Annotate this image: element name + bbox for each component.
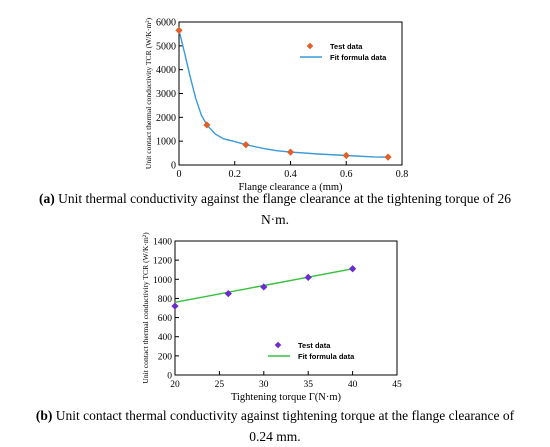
y-tick-label: 600 — [158, 314, 173, 324]
y-tick-label: 2000 — [156, 113, 176, 124]
caption-b-text-cont: 0.24 mm. — [249, 429, 301, 444]
chart-a: 0 0.2 0.4 0.6 0.8 0 1000 2000 3000 4000 5000 6000 Fl… — [144, 17, 408, 193]
data-point — [171, 302, 179, 310]
legend-label: Test data — [330, 42, 363, 51]
y-tick-label: 3000 — [156, 89, 176, 100]
x-tick-label: 0.2 — [229, 169, 242, 180]
y-axis-label: Unit contact thermal conductivity TCR (W… — [144, 17, 153, 169]
y-tick-label: 1000 — [153, 276, 172, 286]
x-tick-label: 25 — [215, 380, 225, 390]
data-point — [286, 148, 295, 156]
y-tick-label: 200 — [158, 352, 173, 362]
caption-a-text: Unit thermal conductivity against the fl… — [54, 191, 511, 206]
caption-b-tag: (b) — [35, 408, 53, 423]
plot-frame — [178, 21, 403, 166]
y-tick-label: 800 — [158, 295, 173, 305]
data-point — [203, 121, 211, 129]
data-point — [304, 273, 312, 281]
legend: Test data Fit formula data — [268, 341, 355, 361]
legend-label: Test data — [298, 341, 331, 350]
chart-b: 20 25 30 35 40 45 0 200 400 600 800 1000 1200 1400 Tig… — [141, 232, 402, 403]
data-point — [224, 290, 232, 298]
x-tick-label: 0 — [177, 169, 182, 180]
x-tick-label: 0.4 — [284, 169, 297, 180]
x-tick-label: 0.6 — [340, 169, 353, 180]
x-tick-label: 45 — [392, 380, 402, 390]
plot-frame — [174, 240, 398, 376]
y-tick-label: 6000 — [156, 18, 176, 29]
y-tick-label: 0 — [167, 372, 172, 382]
y-tick-label: 1200 — [153, 257, 172, 267]
y-tick-label: 400 — [158, 333, 173, 343]
x-tick-label: 0.8 — [396, 169, 409, 180]
caption-a-text-cont: N·m. — [260, 212, 290, 227]
x-tick-label: 35 — [303, 380, 313, 390]
fit-line — [178, 30, 389, 158]
legend: Test data Fit formula data — [300, 42, 387, 62]
data-point — [260, 283, 268, 291]
caption-b-text: Unit contact thermal conductivity agains… — [52, 408, 515, 423]
y-tick-label: 5000 — [156, 41, 176, 52]
x-tick-label: 20 — [170, 380, 180, 390]
caption-a-tag: (a) — [39, 191, 55, 206]
y-tick-label: 0 — [171, 161, 176, 172]
data-point — [342, 151, 350, 160]
x-axis-label: Flange clearance a (mm) — [238, 182, 343, 193]
y-axis-label: Unit contact thermal conductivity TCR (W… — [141, 232, 150, 384]
x-tick-label: 30 — [259, 380, 269, 390]
x-tick-label: 40 — [348, 380, 358, 390]
x-axis-label: Tightening torque Γ(N·m) — [231, 392, 342, 403]
caption-b: (b) Unit contact thermal conductivity ag… — [0, 405, 550, 447]
caption-a: (a) Unit thermal conductivity against th… — [0, 188, 550, 230]
data-point — [349, 265, 357, 273]
data-point — [175, 26, 183, 34]
y-tick-label: 1400 — [153, 238, 172, 248]
legend-label: Fit formula data — [330, 53, 387, 62]
legend-label: Fit formula data — [298, 352, 355, 361]
y-tick-label: 4000 — [156, 65, 176, 76]
data-point — [242, 141, 250, 149]
data-point — [384, 153, 392, 161]
legend-marker — [274, 341, 282, 349]
legend-marker — [306, 42, 314, 50]
y-tick-label: 1000 — [156, 137, 176, 148]
